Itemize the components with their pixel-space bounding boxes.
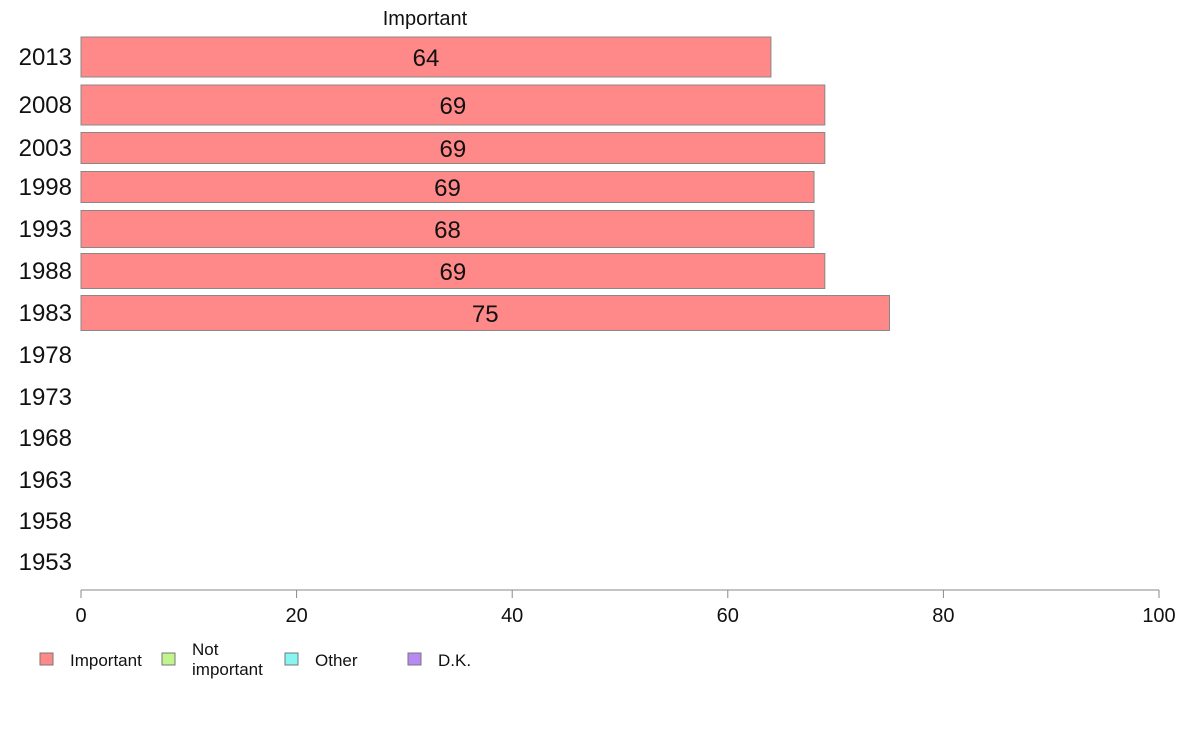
year-label: 1958 <box>19 508 72 535</box>
year-label: 1953 <box>19 549 72 576</box>
legend-label: Other <box>315 651 358 670</box>
year-label: 1993 <box>19 216 72 243</box>
x-tick-label: 60 <box>717 605 739 627</box>
bar-value-label: 69 <box>434 175 461 202</box>
bar-important <box>80 84 826 126</box>
bar-important <box>80 36 772 78</box>
x-tick-label: 100 <box>1142 605 1175 627</box>
legend-swatch <box>39 652 54 666</box>
year-label: 1963 <box>19 467 72 494</box>
bar-value-label: 69 <box>440 93 467 120</box>
year-label: 2008 <box>19 92 72 119</box>
bar-value-label: 75 <box>472 301 499 328</box>
legend-label: D.K. <box>438 651 471 670</box>
bar-value-label: 64 <box>413 45 440 72</box>
legend-swatch <box>407 652 422 666</box>
year-label: 2003 <box>19 135 72 162</box>
legend-label: Important <box>70 651 142 670</box>
bar-important <box>80 295 890 331</box>
year-label: 1973 <box>19 384 72 411</box>
series-header: Important <box>383 8 468 30</box>
bar-value-label: 69 <box>440 259 467 286</box>
legend-swatch <box>284 652 299 666</box>
year-label: 1998 <box>19 174 72 201</box>
x-tick-label: 80 <box>932 605 954 627</box>
x-tick-label: 0 <box>75 605 86 627</box>
x-tick-label: 20 <box>285 605 307 627</box>
year-label: 1968 <box>19 425 72 452</box>
year-label: 1978 <box>19 342 72 369</box>
bar-value-label: 68 <box>434 217 461 244</box>
bar-important <box>80 210 815 248</box>
x-tick-label: 40 <box>501 605 523 627</box>
bar-important <box>80 132 826 164</box>
year-label: 1988 <box>19 258 72 285</box>
bar-value-label: 69 <box>440 136 467 163</box>
bar-important <box>80 253 826 289</box>
bar-important <box>80 171 815 203</box>
year-label: 2013 <box>19 44 72 71</box>
year-label: 1983 <box>19 300 72 327</box>
legend-swatch <box>161 652 176 666</box>
legend-label: Not important <box>192 640 263 679</box>
